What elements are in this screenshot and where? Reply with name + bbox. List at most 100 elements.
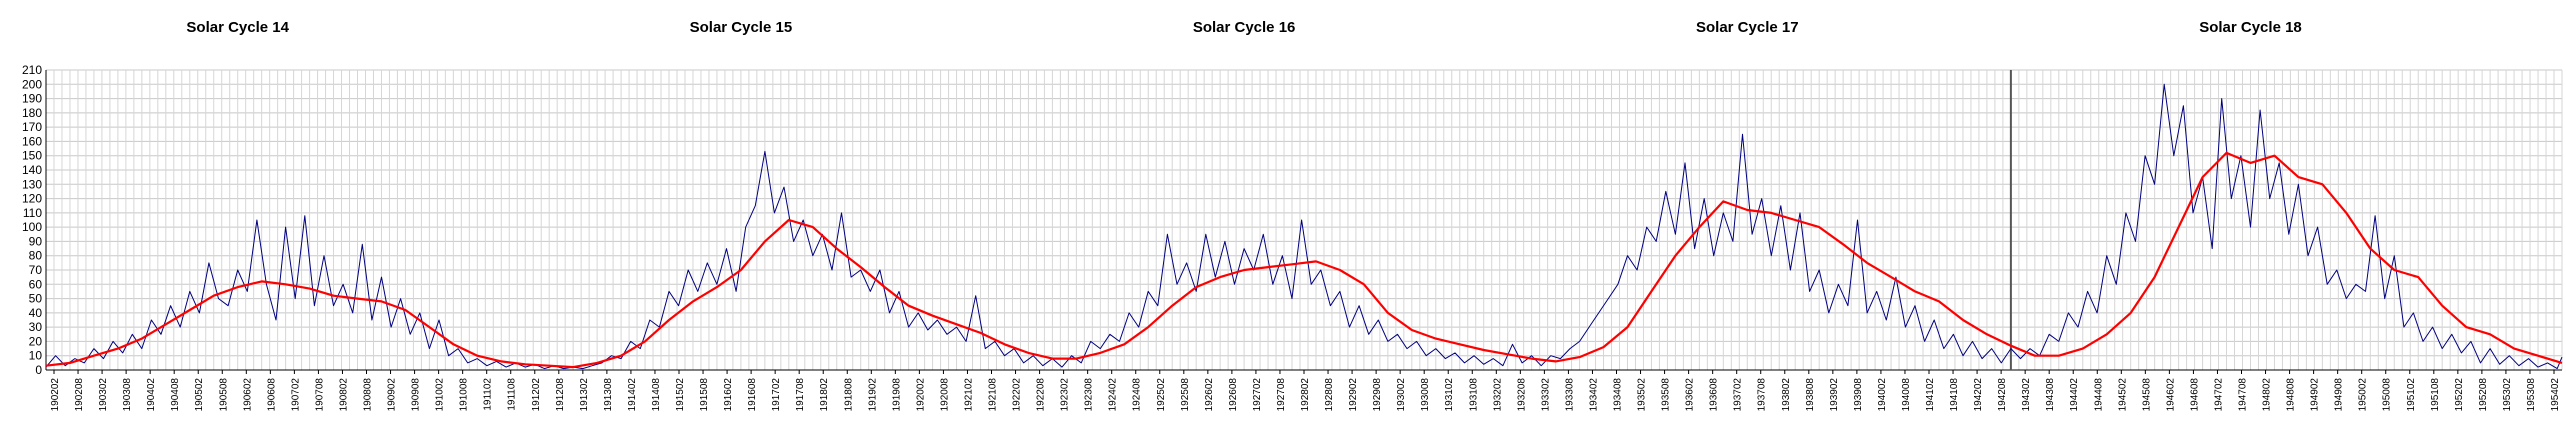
x-tick-label-58: 193102: [1444, 378, 1455, 412]
x-tick-label-5: 190408: [170, 378, 181, 412]
x-tick-label-67: 193508: [1661, 378, 1672, 412]
cycle-title-2: Solar Cycle 15: [690, 19, 793, 36]
x-tick-label-28: 191602: [723, 378, 734, 412]
x-tick-label-25: 191408: [651, 378, 662, 412]
x-tick-label-63: 193308: [1564, 378, 1575, 412]
x-tick-label-2: 190302: [98, 378, 109, 412]
cycle-title-1: Solar Cycle 14: [186, 19, 289, 36]
x-tick-label-60: 193202: [1492, 378, 1503, 412]
x-tick-label-44: 192402: [1108, 378, 1119, 412]
cycle-title-5: Solar Cycle 18: [2199, 19, 2302, 36]
cycle-title-3: Solar Cycle 16: [1193, 19, 1296, 36]
x-tick-label-55: 192908: [1372, 378, 1383, 412]
x-tick-label-73: 193808: [1805, 378, 1816, 412]
x-tick-label-6: 190502: [194, 378, 205, 412]
x-tick-label-37: 192008: [939, 378, 950, 412]
x-tick-label-57: 193008: [1420, 378, 1431, 412]
x-tick-label-41: 192208: [1036, 378, 1047, 412]
y-tick-label-11: 110: [23, 206, 42, 220]
y-tick-label-1: 10: [29, 349, 43, 363]
x-tick-label-54: 192902: [1348, 378, 1359, 412]
x-tick-label-96: 195002: [2358, 378, 2369, 412]
x-tick-label-88: 194602: [2165, 378, 2176, 412]
y-tick-label-12: 120: [22, 192, 42, 206]
x-tick-label-99: 195108: [2430, 378, 2441, 412]
x-tick-label-13: 190808: [363, 378, 374, 412]
x-tick-label-93: 194808: [2286, 378, 2297, 412]
x-tick-label-81: 194208: [1997, 378, 2008, 412]
x-tick-label-42: 192302: [1060, 378, 1071, 412]
plot-area: [46, 70, 2562, 370]
x-tick-label-31: 191708: [795, 378, 806, 412]
x-tick-label-19: 191108: [507, 378, 518, 411]
x-tick-label-39: 192108: [988, 378, 999, 412]
y-tick-label-7: 70: [29, 263, 43, 277]
x-tick-label-98: 195102: [2406, 378, 2417, 412]
x-tick-label-27: 191508: [699, 378, 710, 412]
x-tick-label-77: 194008: [1901, 378, 1912, 412]
x-tick-label-103: 195308: [2526, 378, 2537, 412]
x-tick-label-52: 192802: [1300, 378, 1311, 412]
y-tick-label-0: 0: [35, 363, 42, 377]
smoothed-sunspot-line: [45, 151, 2563, 369]
y-tick-label-3: 30: [29, 320, 43, 334]
y-tick-label-2: 20: [29, 334, 43, 348]
x-tick-label-87: 194508: [2141, 378, 2152, 412]
x-tick-label-36: 192002: [915, 378, 926, 412]
x-tick-label-72: 193802: [1781, 378, 1792, 412]
x-tick-label-35: 191908: [891, 378, 902, 412]
series: [45, 70, 2563, 370]
x-tick-label-65: 193408: [1613, 378, 1624, 412]
monthly-sunspot-line: [45, 83, 2563, 370]
x-tick-label-78: 194102: [1925, 378, 1936, 412]
x-tick-label-79: 194108: [1949, 378, 1960, 412]
y-tick-label-16: 160: [22, 134, 42, 148]
y-tick-label-19: 190: [22, 92, 42, 106]
x-tick-label-102: 195302: [2502, 378, 2513, 412]
x-tick-label-86: 194502: [2117, 378, 2128, 412]
y-tick-label-8: 80: [29, 249, 43, 263]
x-tick-label-20: 191202: [531, 378, 542, 412]
y-tick-label-5: 50: [29, 292, 43, 306]
x-tick-label-49: 192608: [1228, 378, 1239, 412]
x-tick-label-59: 193108: [1468, 378, 1479, 412]
x-tick-label-48: 192602: [1204, 378, 1215, 412]
y-tick-label-10: 100: [22, 220, 42, 234]
x-tick-label-18: 191102: [483, 378, 494, 411]
x-tick-label-92: 194802: [2262, 378, 2273, 412]
x-tick-label-15: 190908: [411, 378, 422, 412]
axes: 0102030405060708090100110120130140150160…: [22, 63, 2562, 411]
x-tick-label-43: 192308: [1084, 378, 1095, 412]
y-tick-label-6: 60: [29, 277, 43, 291]
x-tick-label-10: 190702: [290, 378, 301, 412]
cycle-titles: Solar Cycle 14 Solar Cycle 15 Solar Cycle …: [186, 19, 2301, 36]
x-tick-label-101: 195208: [2478, 378, 2489, 412]
x-tick-label-45: 192408: [1132, 378, 1143, 412]
x-tick-label-66: 193502: [1637, 378, 1648, 412]
x-tick-label-69: 193608: [1709, 378, 1720, 412]
x-tick-label-21: 191208: [555, 378, 566, 412]
x-tick-label-46: 192502: [1156, 378, 1167, 412]
x-tick-label-94: 194902: [2310, 378, 2321, 412]
x-tick-label-82: 194302: [2021, 378, 2032, 412]
x-tick-label-17: 191008: [459, 378, 470, 412]
x-tick-label-34: 191902: [867, 378, 878, 412]
x-tick-label-23: 191308: [603, 378, 614, 412]
y-tick-label-9: 90: [29, 234, 43, 248]
x-tick-label-80: 194202: [1973, 378, 1984, 412]
x-tick-label-22: 191302: [579, 378, 590, 412]
y-tick-label-13: 130: [22, 177, 42, 191]
x-tick-label-4: 190402: [146, 378, 157, 412]
x-tick-label-85: 194408: [2093, 378, 2104, 412]
x-tick-label-51: 192708: [1276, 378, 1287, 412]
x-tick-label-1: 190208: [74, 378, 85, 412]
x-tick-label-71: 193708: [1757, 378, 1768, 412]
x-tick-label-83: 194308: [2045, 378, 2056, 412]
x-tick-label-32: 191802: [819, 378, 830, 412]
y-tick-label-4: 40: [29, 306, 43, 320]
x-tick-label-90: 194702: [2213, 378, 2224, 412]
x-tick-label-56: 193002: [1396, 378, 1407, 412]
x-tick-label-62: 193302: [1540, 378, 1551, 412]
